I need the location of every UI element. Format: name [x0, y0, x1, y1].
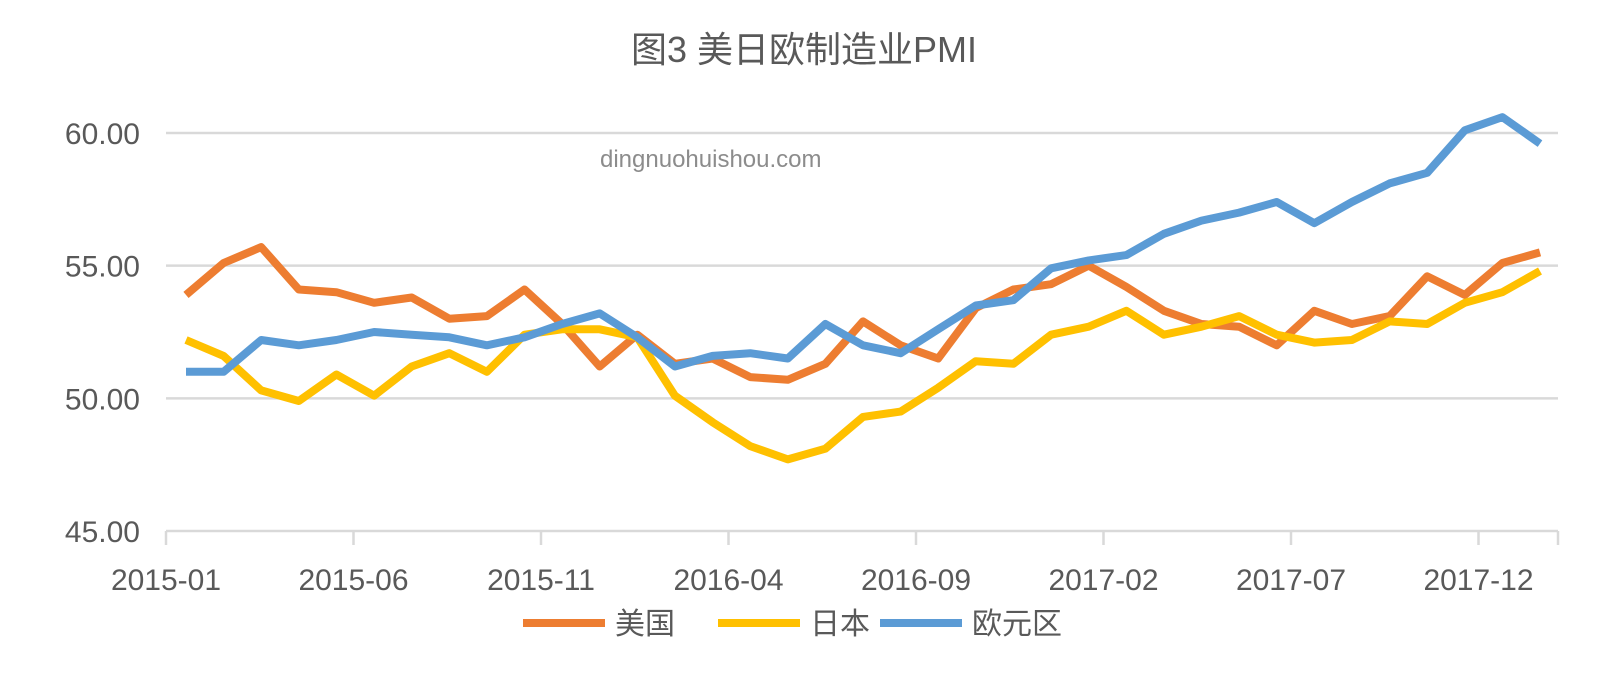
y-tick-label: 45.00: [65, 516, 140, 549]
x-tick-label: 2017-02: [1048, 564, 1158, 597]
legend: 美国 日本 欧元区: [523, 608, 1062, 641]
gridlines: [166, 131, 1558, 400]
legend-label: 欧元区: [972, 608, 1062, 641]
legend-label: 日本: [810, 608, 870, 641]
y-tick-label: 55.00: [65, 251, 140, 284]
series-line-2: [184, 267, 1542, 464]
x-tick-label: 2015-11: [487, 564, 595, 597]
legend-label: 美国: [615, 608, 675, 641]
watermark: dingnuohuishou.com: [600, 146, 822, 173]
x-tick-label: 2017-07: [1236, 564, 1346, 597]
x-tick-label: 2016-09: [861, 564, 971, 597]
x-tick-label: 2016-04: [673, 564, 783, 597]
x-tick-label: 2015-01: [111, 564, 221, 597]
y-tick-label: 60.00: [65, 118, 140, 151]
chart-title: 图3 美日欧制造业PMI: [631, 29, 977, 70]
y-axis-tick-labels: 60.00 55.00 50.00 45.00: [65, 118, 140, 549]
x-tick-label: 2017-12: [1423, 564, 1533, 597]
y-tick-label: 50.00: [65, 383, 140, 416]
series-lines: [183, 113, 1543, 464]
series-line-3: [186, 113, 1543, 376]
x-axis: 2015-01 2015-06 2015-11 2016-04 2016-09 2017-…: [111, 529, 1560, 597]
x-tick-label: 2015-06: [298, 564, 408, 597]
series-line-1: [183, 243, 1542, 384]
